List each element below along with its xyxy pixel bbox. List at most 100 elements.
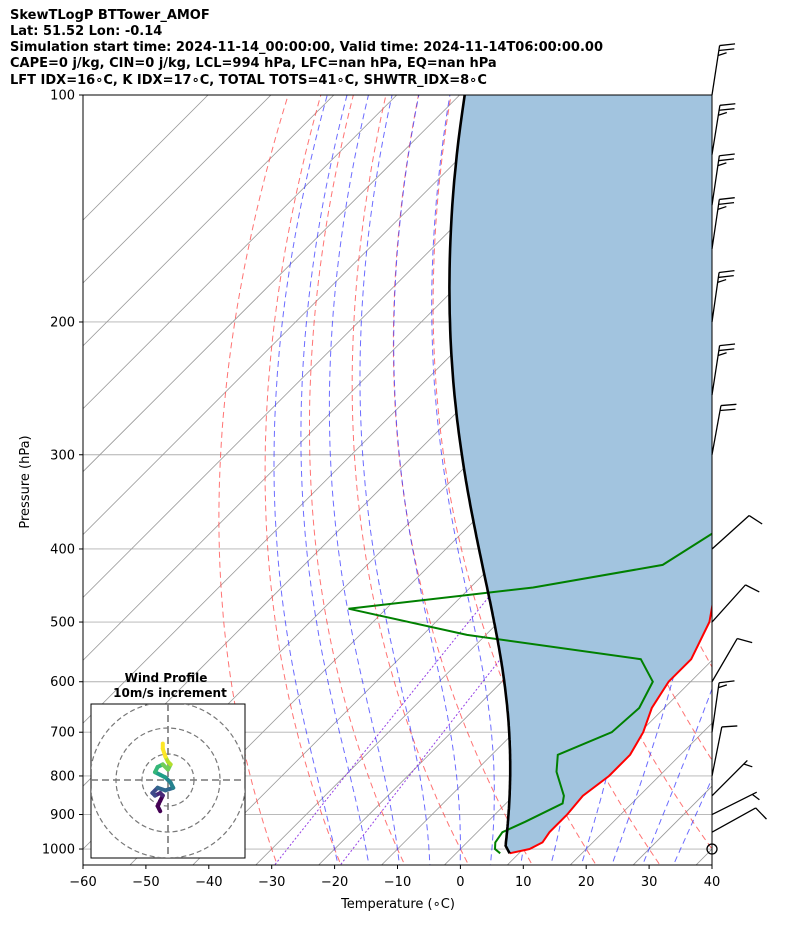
y-tick-label: 700 [50, 726, 75, 741]
axis-ticks: −60 −50 −40 −30 −20 −10 0 10 20 30 40 100 200 300 400 5… [42, 89, 720, 891]
wind-barb-staff [711, 272, 720, 323]
wind-barb-staff [711, 155, 720, 206]
wind-barb-flag [717, 52, 727, 57]
wind-barb-flag [718, 48, 735, 52]
y-tick-label: 900 [50, 808, 75, 823]
x-tick-label: −60 [69, 875, 96, 890]
wind-barb [711, 43, 736, 96]
wind-barb-flag [720, 403, 737, 407]
wind-barb-flag [718, 684, 728, 689]
isotherm-line [318, 471, 712, 865]
wind-barb-flag [719, 343, 736, 347]
isotherm-line [744, 60, 794, 880]
wind-barb-staff [711, 345, 721, 396]
moist-adiabat [431, 95, 495, 865]
y-tick-label: 400 [50, 542, 75, 557]
hodograph-inset [90, 703, 246, 859]
wind-barb-flag [717, 352, 727, 357]
wind-barb [711, 807, 767, 833]
hodograph-title: Wind Profile [125, 671, 208, 685]
wind-barb-staff [711, 638, 738, 683]
isotherm-line [569, 722, 712, 865]
wind-barb-flag [719, 153, 735, 157]
wind-barbs [706, 43, 767, 855]
wind-barb-flag [718, 201, 735, 206]
wind-barb-flag [717, 205, 727, 210]
wind-barb-flag [751, 793, 760, 801]
dry-adiabat [392, 95, 533, 865]
wind-barb-staff [711, 199, 720, 250]
sounding-profiles [348, 95, 712, 855]
wind-barb [706, 843, 718, 855]
wind-barb-calm [706, 843, 718, 855]
wind-barb [711, 403, 737, 455]
wind-barb-flag [717, 162, 727, 167]
wind-barb-staff [711, 584, 746, 623]
hodograph-plot [91, 704, 245, 858]
header-line-location: Lat: 51.52 Lon: -0.14 [10, 24, 163, 39]
wind-barb [711, 584, 760, 623]
isotherm-line [83, 95, 335, 347]
y-tick-label: 600 [50, 675, 75, 690]
y-axis-label: Pressure (hPa) [18, 435, 33, 528]
header-line-times: Simulation start time: 2024-11-14_00:00:… [10, 40, 603, 55]
wind-barb-flag [719, 108, 735, 111]
wind-barb [711, 637, 753, 683]
wind-barb-flag [755, 807, 767, 820]
wind-barb-flag [718, 270, 735, 274]
moist-adiabat [328, 95, 401, 865]
x-axis-label: Temperature (∘C) [340, 897, 455, 912]
dewpoint-profile [348, 532, 712, 855]
wind-barb [711, 343, 736, 396]
wind-barb-flag [719, 197, 735, 201]
dry-adiabat [711, 95, 712, 109]
y-tick-label: 200 [50, 315, 75, 330]
wind-barb [711, 759, 753, 797]
wind-barb-flag [718, 680, 735, 684]
dry-adiabat [773, 61, 794, 881]
isotherm-line [83, 95, 524, 536]
x-tick-label: −50 [132, 875, 159, 890]
wind-barb-staff [711, 807, 757, 833]
dry-adiabat [309, 95, 406, 865]
wind-barb-flag [745, 584, 760, 593]
dry-adiabat [742, 61, 794, 881]
header-line-indices: LFT IDX=16∘C, K IDX=17∘C, TOTAL TOTS=41∘… [10, 73, 487, 88]
x-tick-label: 40 [704, 875, 721, 890]
wind-barb-flag [718, 158, 735, 162]
wind-barb-flag [721, 725, 738, 728]
header-line-title: SkewTLogP BTTower_AMOF [10, 8, 210, 23]
y-tick-label: 1000 [42, 843, 75, 858]
wind-barb-flag [719, 103, 736, 106]
wind-barb [711, 270, 735, 323]
wind-barb [711, 680, 735, 733]
moist-adiabat [359, 95, 431, 865]
wind-barb-staff [711, 405, 722, 455]
isotherm-line [83, 95, 272, 284]
wind-barb-staff [711, 726, 723, 777]
wind-barb [711, 197, 735, 250]
x-tick-label: 30 [641, 875, 658, 890]
wind-barb [711, 103, 736, 155]
moist-adiabat [641, 687, 712, 865]
y-tick-label: 800 [50, 769, 75, 784]
wind-barb-flag [719, 43, 736, 47]
moist-adiabat [300, 95, 370, 865]
temperature-profile [509, 601, 712, 855]
wind-barb-staff [711, 515, 750, 550]
hodograph-subtitle: 10m/s increment [113, 686, 227, 700]
wind-barb [711, 514, 763, 550]
wind-barb-flag [748, 514, 763, 525]
y-tick-label: 100 [50, 89, 75, 104]
isotherm-line [83, 95, 209, 221]
wind-barb-flag [718, 348, 735, 352]
wind-barb-flag [737, 637, 753, 644]
x-tick-label: 0 [456, 875, 464, 890]
isotherm-line [380, 533, 712, 865]
isotherm-line [83, 95, 398, 410]
cin-shaded-area [449, 95, 712, 854]
isotherm-line [83, 95, 461, 473]
moist-adiabat [393, 95, 461, 865]
wind-barb-staff [711, 105, 721, 155]
